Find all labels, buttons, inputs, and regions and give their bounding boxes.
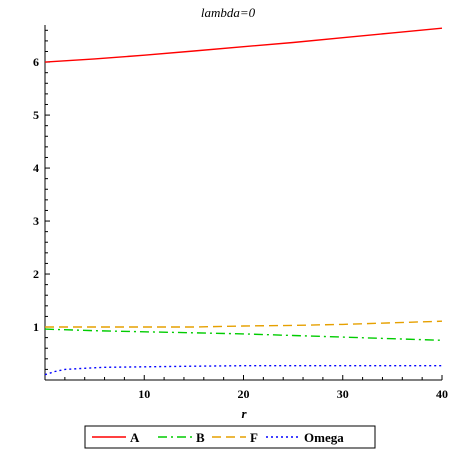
series-line-f bbox=[45, 320, 443, 328]
y-tick-label: 1 bbox=[33, 320, 39, 334]
x-axis-label: r bbox=[241, 406, 247, 421]
legend-label-omega: Omega bbox=[304, 430, 344, 445]
x-tick-label: 30 bbox=[337, 387, 349, 401]
y-tick-label: 4 bbox=[33, 161, 39, 175]
y-tick-label: 6 bbox=[33, 55, 39, 69]
x-tick-label: 10 bbox=[138, 387, 150, 401]
axes: 10 20 30 40 1 2 3 4 5 6 bbox=[33, 25, 448, 401]
series-line-omega bbox=[44, 365, 442, 376]
x-tick-label: 20 bbox=[238, 387, 250, 401]
legend: A B F Omega bbox=[84, 425, 376, 449]
x-tick-label: 40 bbox=[436, 387, 448, 401]
y-tick-label: 2 bbox=[33, 267, 39, 281]
y-tick-label: 5 bbox=[33, 108, 39, 122]
y-tick-label: 3 bbox=[33, 214, 39, 228]
series-layer bbox=[44, 27, 443, 376]
legend-label-f: F bbox=[250, 430, 258, 445]
legend-label-b: B bbox=[196, 430, 205, 445]
series-line-b bbox=[44, 328, 443, 341]
chart-title: lambda=0 bbox=[201, 5, 256, 20]
legend-label-a: A bbox=[130, 430, 140, 445]
series-line-a bbox=[44, 27, 443, 63]
